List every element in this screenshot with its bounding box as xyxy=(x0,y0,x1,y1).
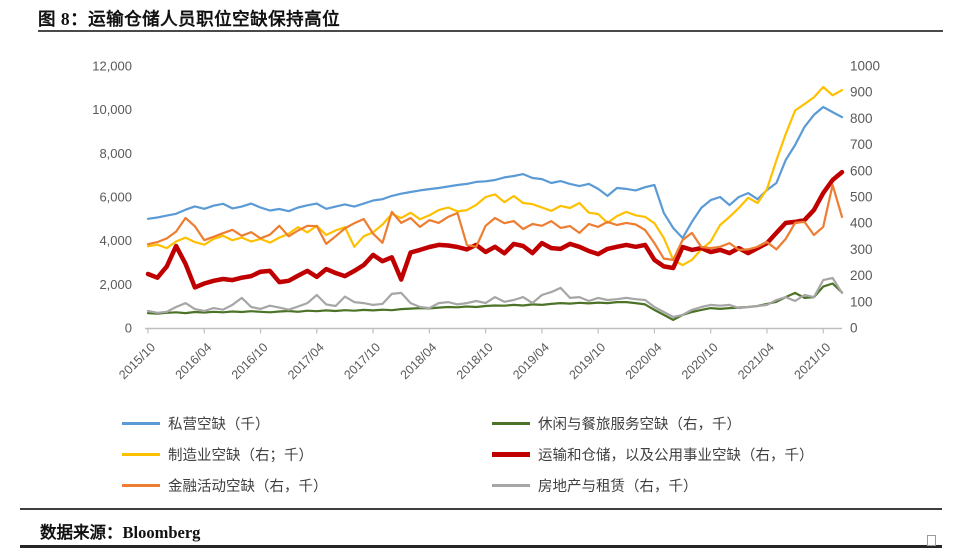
right-axis-label: 300 xyxy=(850,242,873,257)
left-axis-label: 4,000 xyxy=(99,233,132,248)
right-axis-label: 0 xyxy=(850,321,858,336)
legend-swatch-transport xyxy=(492,452,530,457)
left-axis-label: 6,000 xyxy=(99,190,132,205)
right-axis-label: 600 xyxy=(850,163,873,178)
right-axis-label: 200 xyxy=(850,268,873,283)
legend-label: 私营空缺（千） xyxy=(168,417,270,433)
right-axis-label: 700 xyxy=(850,137,873,152)
x-tick-label: 2018/04 xyxy=(398,340,440,382)
x-tick-label: 2015/10 xyxy=(116,340,158,382)
small-square-icon xyxy=(927,535,936,546)
x-tick-label: 2016/10 xyxy=(229,340,271,382)
legend-item-leisure: 休闲与餐旅服务空缺（右，千） xyxy=(492,413,741,434)
x-tick-label: 2017/04 xyxy=(285,340,327,382)
legend-swatch-private xyxy=(122,422,160,425)
x-tick-label: 2019/04 xyxy=(510,340,552,382)
left-axis-label: 12,000 xyxy=(92,59,132,74)
legend-label: 运输和仓储，以及公用事业空缺（右，千） xyxy=(538,448,814,464)
x-tick-label: 2020/10 xyxy=(679,340,721,382)
figure-title: 图 8：运输仓储人员职位空缺保持高位 xyxy=(38,9,341,29)
x-tick-label: 2017/10 xyxy=(341,340,383,382)
legend-item-transport: 运输和仓储，以及公用事业空缺（右，千） xyxy=(492,444,814,465)
source-divider-top xyxy=(20,508,942,510)
x-tick-label: 2020/04 xyxy=(623,340,665,382)
left-axis-label: 0 xyxy=(125,321,132,336)
x-tick-label: 2019/10 xyxy=(566,340,608,382)
right-axis-label: 500 xyxy=(850,190,873,205)
right-axis-label: 100 xyxy=(850,294,873,309)
legend-label: 金融活动空缺（右，千） xyxy=(168,479,328,495)
legend-item-financial: 金融活动空缺（右，千） xyxy=(122,475,328,496)
x-tick-label: 2021/10 xyxy=(792,340,834,382)
legend-item-realestate: 房地产与租赁（右，千） xyxy=(492,475,698,496)
legend-label: 休闲与餐旅服务空缺（右，千） xyxy=(538,417,741,433)
title-underline xyxy=(38,30,943,32)
series-line-financial xyxy=(146,183,844,261)
right-axis-label: 1000 xyxy=(850,59,880,74)
right-axis-label: 800 xyxy=(850,111,873,126)
left-axis-label: 10,000 xyxy=(92,102,132,117)
x-tick-label: 2018/10 xyxy=(454,340,496,382)
legend-label: 房地产与租赁（右，千） xyxy=(538,479,698,495)
x-tick-label: 2016/04 xyxy=(173,340,215,382)
legend-swatch-financial xyxy=(122,484,160,487)
x-tick-label: 2021/04 xyxy=(735,340,777,382)
legend-item-manufacturing: 制造业空缺（右；千） xyxy=(122,444,313,465)
legend-swatch-leisure xyxy=(492,422,530,425)
right-axis-label: 900 xyxy=(850,85,873,100)
source-divider-bottom xyxy=(20,545,942,548)
series-line-leisure xyxy=(146,282,844,321)
series-line-transport xyxy=(145,169,845,290)
legend-swatch-realestate xyxy=(492,484,530,487)
legend-swatch-manufacturing xyxy=(122,453,160,456)
left-axis-label: 8,000 xyxy=(99,146,132,161)
right-axis-label: 400 xyxy=(850,216,873,231)
legend-label: 制造业空缺（右；千） xyxy=(168,448,313,464)
legend-item-private: 私营空缺（千） xyxy=(122,413,270,434)
series-line-real-estate xyxy=(146,276,844,319)
series-line-private xyxy=(146,105,844,240)
source-label: 数据来源：Bloomberg xyxy=(40,523,201,542)
series-line-manufacturing xyxy=(146,85,844,267)
left-axis-label: 2,000 xyxy=(99,277,132,292)
